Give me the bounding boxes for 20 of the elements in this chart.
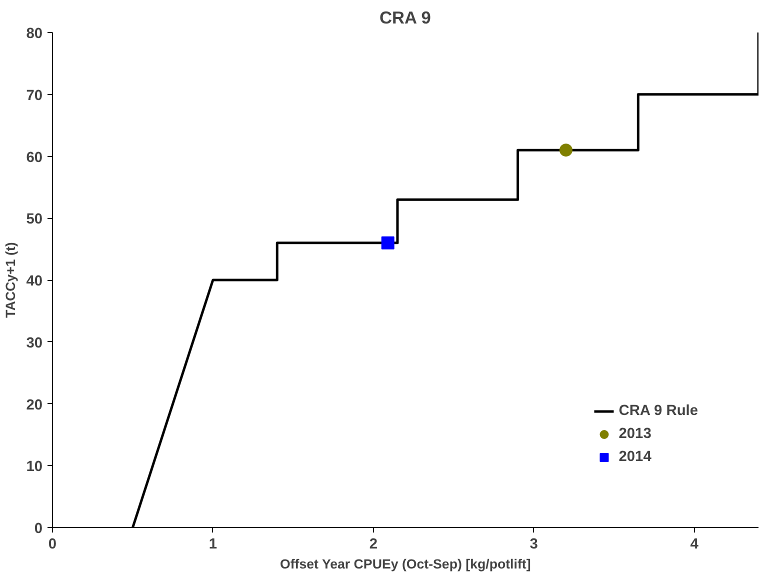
x-axis-title: Offset Year CPUEy (Oct-Sep) [kg/potlift] [280,556,531,572]
y-axis-title: TACCy+1 (t) [3,242,18,318]
y-tick-label: 70 [26,88,43,104]
x-tick-label: 1 [208,536,218,552]
y-tick-label: 80 [26,26,43,42]
legend-label: 2013 [618,426,652,442]
x-tick-label: 4 [690,536,700,552]
y-tick-label: 50 [26,212,43,228]
y-tick-label: 60 [26,150,43,166]
x-tick-label: 0 [48,536,57,552]
y-tick-label: 10 [26,459,43,476]
y-tick-label: 20 [26,397,43,414]
x-tick-label: 2 [369,536,378,552]
x-tick-label: 3 [530,536,538,552]
chart-title: CRA 9 [380,8,431,28]
y-tick-label: 30 [26,335,43,352]
legend-label: CRA 9 Rule [618,403,698,419]
y-tick-label: 40 [26,274,43,290]
y-tick-label: 0 [34,521,43,537]
legend-label: 2014 [618,449,652,465]
